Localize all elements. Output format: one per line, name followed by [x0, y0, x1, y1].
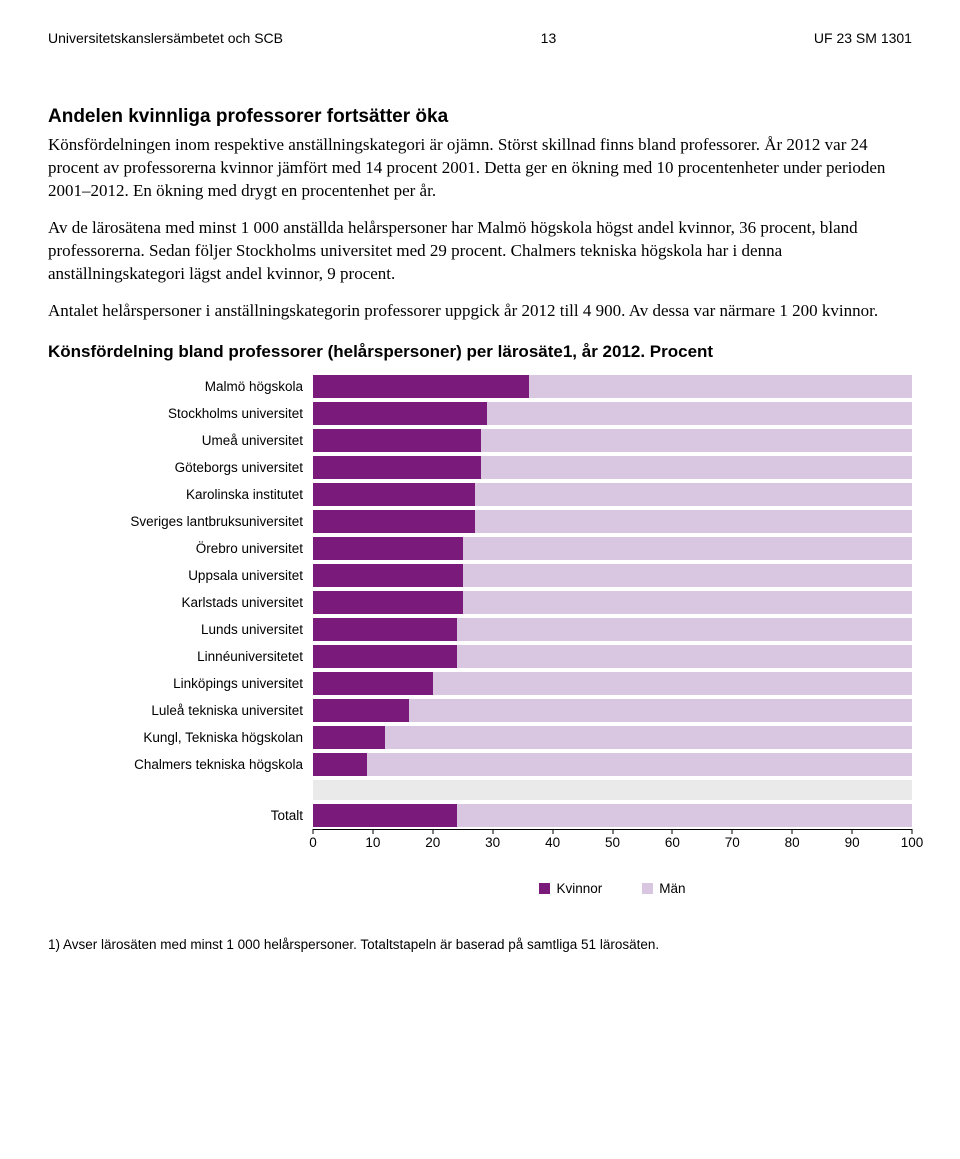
page-header: Universitetskanslersämbetet och SCB 13 U… [48, 30, 912, 46]
chart-title: Könsfördelning bland professorer (helårs… [48, 341, 912, 363]
header-page-number: 13 [541, 30, 557, 46]
chart-row: Lunds universitet [88, 616, 912, 643]
chart-row-label: Chalmers tekniska högskola [88, 757, 313, 772]
paragraph: Av de lärosätena med minst 1 000 anställ… [48, 217, 912, 286]
chart-x-axis: 0102030405060708090100 [313, 829, 912, 857]
chart-spacer [88, 778, 912, 802]
footnote: 1) Avser lärosäten med minst 1 000 helår… [48, 936, 912, 954]
axis-tick: 10 [365, 835, 380, 850]
chart-bar [313, 454, 912, 481]
chart-row-label: Totalt [88, 808, 313, 823]
axis-tick: 30 [485, 835, 500, 850]
chart-row-label: Karolinska institutet [88, 487, 313, 502]
axis-tick: 50 [605, 835, 620, 850]
chart-bar [313, 427, 912, 454]
chart-row: Karolinska institutet [88, 481, 912, 508]
chart-bar [313, 589, 912, 616]
chart-row: Linnéuniversitetet [88, 643, 912, 670]
chart-row: Malmö högskola [88, 373, 912, 400]
axis-tick: 90 [845, 835, 860, 850]
chart-row-label: Göteborgs universitet [88, 460, 313, 475]
chart-row-label: Örebro universitet [88, 541, 313, 556]
axis-tick: 20 [425, 835, 440, 850]
chart-row: Uppsala universitet [88, 562, 912, 589]
chart-legend: Kvinnor Män [313, 881, 912, 896]
chart-row: Kungl, Tekniska högskolan [88, 724, 912, 751]
section-title: Andelen kvinnliga professorer fortsätter… [48, 106, 912, 128]
chart-row-label: Stockholms universitet [88, 406, 313, 421]
chart-bar [313, 802, 912, 829]
header-left: Universitetskanslersämbetet och SCB [48, 30, 283, 46]
chart-bar [313, 400, 912, 427]
legend-label: Kvinnor [556, 881, 602, 896]
chart-row-label: Linköpings universitet [88, 676, 313, 691]
axis-tick: 60 [665, 835, 680, 850]
chart-row: Stockholms universitet [88, 400, 912, 427]
axis-tick: 70 [725, 835, 740, 850]
chart-bar [313, 562, 912, 589]
chart-row: Umeå universitet [88, 427, 912, 454]
chart-row-label: Linnéuniversitetet [88, 649, 313, 664]
chart-bar [313, 670, 912, 697]
chart-row-label: Kungl, Tekniska högskolan [88, 730, 313, 745]
body-text: Könsfördelningen inom respektive anställ… [48, 134, 912, 323]
axis-tick: 0 [309, 835, 317, 850]
legend-item-women: Kvinnor [539, 881, 602, 896]
chart-row-label: Uppsala universitet [88, 568, 313, 583]
chart-bar [313, 508, 912, 535]
legend-swatch-icon [539, 883, 550, 894]
chart-bar [313, 724, 912, 751]
chart-bar [313, 481, 912, 508]
chart-row: Göteborgs universitet [88, 454, 912, 481]
chart-bar [313, 643, 912, 670]
chart-row: Chalmers tekniska högskola [88, 751, 912, 778]
chart-row: Karlstads universitet [88, 589, 912, 616]
chart-bar [313, 535, 912, 562]
chart-row: Linköpings universitet [88, 670, 912, 697]
bar-chart: Malmö högskola Stockholms universitet Umeå… [88, 373, 912, 896]
legend-swatch-icon [642, 883, 653, 894]
legend-item-men: Män [642, 881, 685, 896]
chart-row-label: Luleå tekniska universitet [88, 703, 313, 718]
chart-row-label: Umeå universitet [88, 433, 313, 448]
header-right: UF 23 SM 1301 [814, 30, 912, 46]
paragraph: Könsfördelningen inom respektive anställ… [48, 134, 912, 203]
chart-row-label: Malmö högskola [88, 379, 313, 394]
chart-row: Sveriges lantbruksuniversitet [88, 508, 912, 535]
axis-tick: 80 [785, 835, 800, 850]
chart-row-label: Sveriges lantbruksuniversitet [88, 514, 313, 529]
chart-row: Örebro universitet [88, 535, 912, 562]
chart-row-total: Totalt [88, 802, 912, 829]
axis-tick: 100 [901, 835, 924, 850]
chart-bar [313, 616, 912, 643]
chart-row-label: Lunds universitet [88, 622, 313, 637]
chart-bar [313, 697, 912, 724]
paragraph: Antalet helårspersoner i anställningskat… [48, 300, 912, 323]
chart-row: Luleå tekniska universitet [88, 697, 912, 724]
axis-tick: 40 [545, 835, 560, 850]
legend-label: Män [659, 881, 685, 896]
chart-bar [313, 751, 912, 778]
chart-bar [313, 373, 912, 400]
chart-row-label: Karlstads universitet [88, 595, 313, 610]
